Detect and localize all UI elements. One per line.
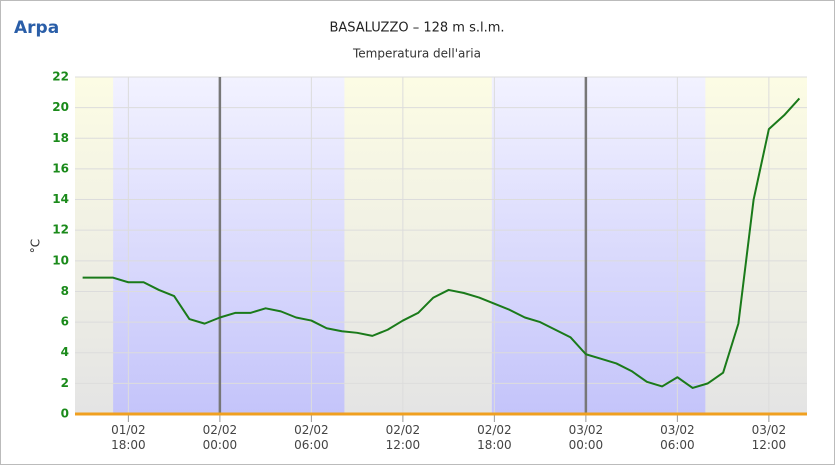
y-tick-label: 2: [61, 376, 69, 390]
y-tick-label: 6: [61, 315, 69, 329]
x-tick-label: 02/02 18:00: [477, 423, 512, 452]
y-tick-label: 18: [52, 131, 69, 145]
x-tick-label: 02/02 06:00: [294, 423, 329, 452]
y-tick-label: 14: [52, 192, 69, 206]
y-tick-label: 8: [61, 284, 69, 298]
y-tick-label: 12: [52, 223, 69, 237]
y-tick-label: 4: [61, 345, 69, 359]
y-tick-label: 0: [61, 407, 69, 421]
logo: Arpa: [14, 18, 59, 38]
y-tick-label: 16: [52, 161, 69, 175]
y-tick-label: 20: [52, 100, 69, 114]
temperature-line: [82, 97, 801, 389]
x-tick-label: 03/02 00:00: [569, 423, 604, 452]
chart-subtitle: Temperatura dell'aria: [352, 47, 481, 61]
night-band: [491, 77, 706, 414]
y-tick-label: 22: [52, 70, 69, 84]
x-tick-label: 03/02 06:00: [660, 423, 695, 452]
y-axis-label: °C: [29, 239, 43, 253]
y-tick-label: 10: [52, 253, 69, 267]
x-tick-label: 02/02 12:00: [386, 423, 421, 452]
x-tick-label: 01/02 18:00: [111, 423, 146, 452]
x-tick-label: 03/02 12:00: [752, 423, 787, 452]
chart-title: BASALUZZO – 128 m s.l.m.: [329, 21, 504, 36]
x-tick-label: 02/02 00:00: [203, 423, 238, 452]
night-band: [113, 77, 345, 414]
